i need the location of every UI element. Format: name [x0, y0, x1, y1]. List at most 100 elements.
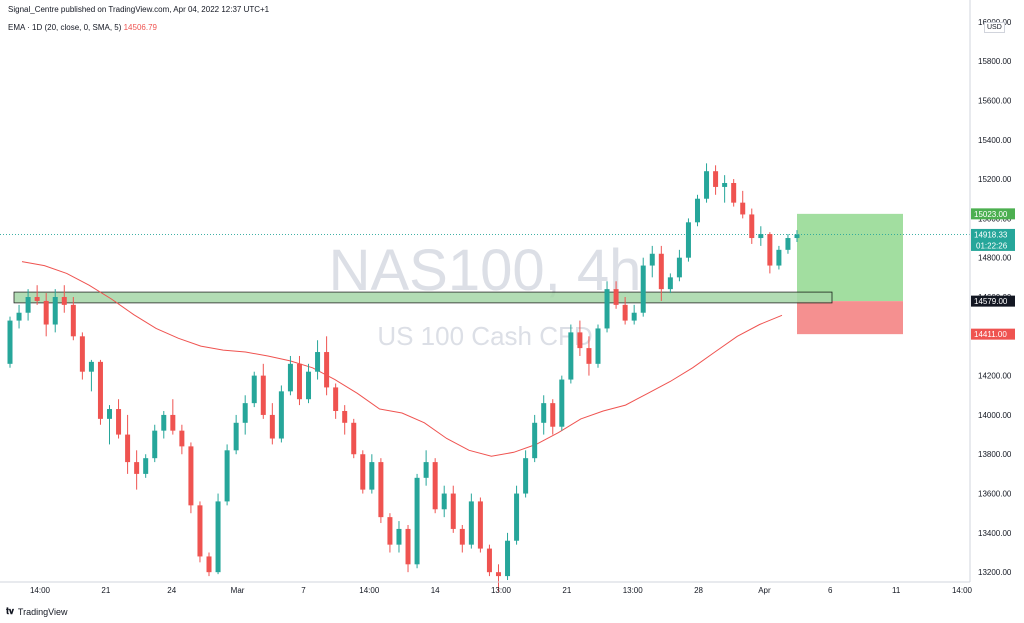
candle-body	[631, 312, 637, 321]
candle	[640, 257, 646, 317]
time-tick-label: 13:00	[491, 586, 512, 595]
candle-body	[360, 454, 366, 490]
candle	[468, 493, 474, 549]
candle-body	[550, 403, 556, 427]
candle	[179, 424, 185, 455]
price-tick-label: 15800.00	[978, 57, 1012, 66]
trade-zones	[0, 213, 970, 335]
candle	[749, 208, 755, 244]
candle	[215, 493, 221, 575]
candle	[369, 454, 375, 494]
candle-body	[523, 458, 529, 494]
candle	[523, 450, 529, 498]
candle-body	[324, 352, 330, 388]
candle	[568, 324, 574, 384]
stop-zone	[797, 301, 903, 335]
candle-body	[432, 462, 438, 510]
candle	[685, 218, 691, 262]
candle-body	[495, 572, 501, 577]
candle	[143, 454, 149, 478]
candle	[278, 385, 284, 443]
candle	[622, 297, 628, 325]
candle	[477, 497, 483, 553]
candles	[7, 163, 800, 592]
candle	[34, 285, 40, 305]
candle	[713, 165, 719, 195]
candle-body	[414, 477, 420, 565]
candle-body	[794, 234, 800, 239]
candle	[785, 234, 791, 254]
candle-body	[197, 505, 203, 557]
candle-body	[767, 234, 773, 266]
candle	[43, 293, 49, 337]
brand-name: TradingView	[17, 606, 68, 617]
candle-body	[369, 462, 375, 490]
candle-body	[278, 391, 284, 439]
price-tick-label: 14800.00	[978, 254, 1012, 263]
candle	[667, 273, 673, 294]
candle	[613, 281, 619, 309]
candle	[79, 332, 85, 380]
candle	[423, 450, 429, 486]
candle	[125, 414, 131, 474]
candle-body	[242, 403, 248, 423]
candle	[88, 359, 94, 392]
time-tick-label: 28	[694, 586, 703, 595]
candle	[351, 418, 357, 459]
candle	[260, 363, 266, 419]
candle	[116, 399, 122, 439]
price-tick-label: 13600.00	[978, 490, 1012, 499]
time-tick-label: 14:00	[359, 586, 380, 595]
candle	[559, 375, 565, 431]
time-tick-label: Apr	[758, 586, 771, 595]
candle-body	[405, 528, 411, 565]
price-tick-label: 14000.00	[978, 411, 1012, 420]
price-axis: 16000.0015800.0015600.0015400.0015200.00…	[969, 0, 1012, 582]
candle	[7, 316, 13, 368]
candle-body	[396, 528, 402, 545]
candle-body	[351, 422, 357, 455]
candle-body	[378, 462, 384, 518]
time-tick-label: 14:00	[30, 586, 51, 595]
time-tick-label: 13:00	[623, 586, 644, 595]
candle-body	[287, 363, 293, 392]
candle-body	[758, 234, 764, 239]
candle-body	[215, 501, 221, 573]
candle-body	[170, 414, 176, 431]
candle-body	[541, 403, 547, 423]
candle	[378, 458, 384, 524]
candle	[486, 544, 492, 577]
candle-body	[640, 265, 646, 313]
candle	[251, 371, 257, 408]
candle-body	[441, 493, 447, 510]
watermark-name: US 100 Cash CFD	[377, 321, 592, 351]
candle	[505, 532, 511, 581]
time-tick-label: 14	[431, 586, 440, 595]
candle-body	[468, 501, 474, 545]
candle	[649, 245, 655, 278]
candle	[152, 424, 158, 463]
publish-info: Signal_Centre published on TradingView.c…	[8, 5, 270, 14]
candle	[161, 411, 167, 439]
candle	[315, 340, 321, 380]
candle	[586, 336, 592, 376]
indicator-legend[interactable]: EMA · 1D (20, close, 0, SMA, 5) 14506.79	[8, 23, 157, 32]
candle	[740, 190, 746, 219]
candle	[550, 399, 556, 435]
candle-body	[676, 257, 682, 278]
candle-body	[306, 371, 312, 400]
indicator-label: EMA · 1D (20, close, 0, SMA, 5)	[8, 23, 122, 32]
candle-body	[658, 253, 664, 290]
candle	[287, 355, 293, 396]
candle	[758, 226, 764, 246]
candle	[676, 249, 682, 282]
candle-body	[568, 332, 574, 380]
candle-body	[125, 434, 131, 463]
candle	[52, 289, 58, 333]
candle-body	[206, 556, 212, 573]
candle	[722, 175, 728, 203]
candle-body	[649, 253, 655, 266]
candle	[387, 513, 393, 553]
candle	[495, 564, 501, 592]
